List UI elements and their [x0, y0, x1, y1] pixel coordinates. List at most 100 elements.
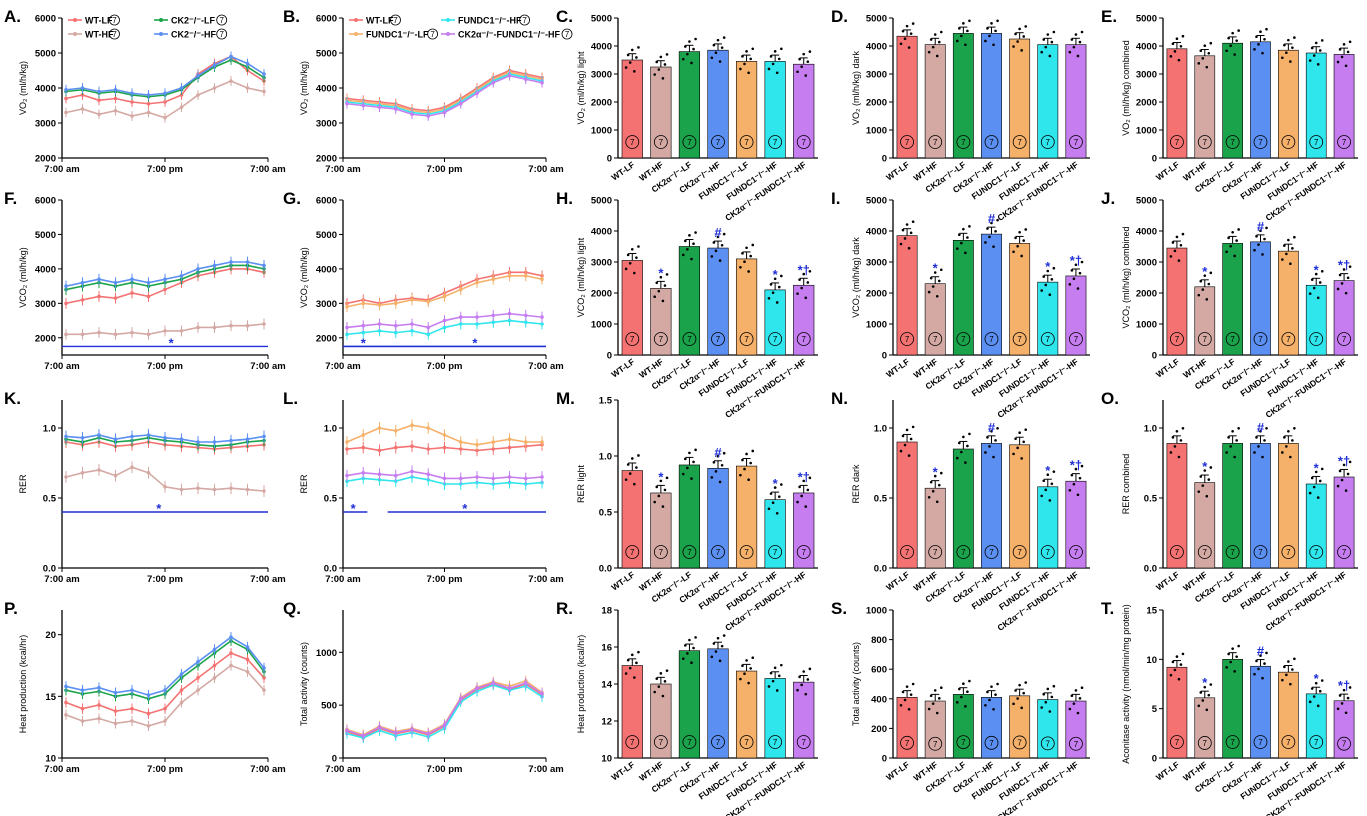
panel-label: M. — [556, 389, 575, 408]
data-point — [97, 89, 101, 94]
n-label: 7 — [905, 739, 910, 748]
n-label: 7 — [687, 738, 692, 747]
y-axis-label: VCO₂ (ml/h/kg) dark — [851, 237, 861, 318]
legend-marker — [159, 32, 163, 36]
scatter-point — [1044, 700, 1048, 704]
scatter-point — [937, 483, 941, 487]
data-point — [410, 444, 414, 449]
n-label: 7 — [1286, 548, 1291, 557]
data-point — [345, 304, 349, 309]
scatter-point — [739, 265, 742, 269]
scatter-point — [899, 704, 903, 707]
n-label: 7 — [1017, 335, 1022, 344]
n-circle — [682, 332, 697, 346]
scatter-point — [1080, 464, 1084, 468]
scatter-point — [657, 494, 661, 498]
y-axis-label: VO₂ (ml/h/kg) — [299, 61, 309, 115]
scatter-point — [796, 688, 799, 692]
panel-label: E. — [1101, 7, 1117, 26]
n-label: 7 — [1286, 335, 1291, 344]
n-label: 7 — [1314, 738, 1319, 747]
data-point — [491, 80, 496, 85]
y-tick-label: 0.0 — [599, 564, 612, 575]
data-point — [475, 686, 479, 691]
y-tick-label: 5000 — [1136, 14, 1157, 25]
data-point — [130, 434, 134, 439]
legend-label: FUNDC1⁻/⁻-HF — [458, 16, 522, 26]
data-point — [491, 440, 496, 444]
data-point — [113, 709, 118, 713]
scatter-point — [960, 450, 963, 454]
data-point — [393, 301, 398, 306]
scatter-point — [741, 252, 744, 255]
n-circle — [796, 545, 811, 559]
panel-A: A. 2000 3000 4000 5000 6000 VO₂ (ml/h/kg) 7:00 … — [4, 7, 286, 175]
n-circle — [625, 545, 640, 559]
scatter-point — [1338, 694, 1342, 697]
scatter-point — [931, 702, 935, 705]
y-tick-label: 5000 — [35, 230, 56, 241]
scatter-point — [1012, 250, 1015, 254]
scatter-point — [909, 437, 913, 441]
n-circle — [109, 14, 120, 26]
legend-label: WT-LF — [366, 16, 394, 26]
data-point — [196, 688, 200, 692]
scatter-point — [1263, 37, 1266, 41]
scatter-point — [747, 478, 750, 481]
scatter-point — [905, 685, 909, 688]
scatter-point — [1265, 27, 1268, 31]
y-tick-label: 10 — [45, 754, 56, 765]
scatter-point — [1199, 279, 1203, 283]
n-label: 7 — [1046, 335, 1051, 344]
scatter-point — [1072, 45, 1076, 49]
x-tick-label: 7:00 am — [325, 574, 360, 585]
data-point — [523, 681, 528, 685]
scatter-point — [1312, 695, 1316, 698]
panel-R: R. 10 12 14 16 18 Heat production (kcal/hr) 7 WT… — [556, 599, 818, 816]
scatter-point — [777, 495, 781, 498]
data-point — [377, 329, 382, 333]
y-tick-label: 2000 — [1136, 289, 1157, 300]
data-point — [245, 657, 250, 662]
data-point — [212, 63, 217, 68]
scatter-point — [1237, 228, 1240, 231]
scatter-point — [777, 674, 781, 678]
data-point — [507, 445, 512, 450]
scatter-point — [1235, 39, 1238, 42]
n-circle — [1225, 332, 1240, 346]
category-label: WT-LF — [1154, 569, 1181, 592]
data-point — [196, 486, 200, 491]
scatter-point — [655, 281, 659, 285]
scatter-point — [775, 301, 779, 304]
data-point — [458, 101, 463, 106]
scatter-point — [1177, 259, 1181, 262]
data-point — [507, 318, 512, 323]
y-tick-label: 4000 — [35, 264, 56, 275]
data-point — [361, 445, 366, 450]
scatter-point — [1014, 689, 1017, 692]
data-point — [64, 475, 68, 479]
scatter-point — [1342, 268, 1346, 271]
y-tick-label: 0 — [332, 754, 337, 765]
scatter-point — [1074, 467, 1078, 471]
x-tick-label: 7:00 am — [528, 361, 563, 372]
y-tick-label: 3000 — [316, 299, 337, 310]
scatter-point — [694, 37, 697, 41]
n-circle — [796, 332, 811, 346]
scatter-point — [1205, 708, 1209, 712]
scatter-point — [722, 36, 726, 39]
n-circle — [739, 545, 754, 559]
data-point — [523, 476, 528, 481]
y-axis-label: VCO₂ (ml/h/kg) — [299, 247, 309, 308]
data-point — [540, 322, 544, 326]
y-tick-label: 1.5 — [599, 396, 613, 407]
scatter-point — [927, 707, 931, 711]
scatter-point — [1233, 455, 1236, 459]
n-circle — [928, 135, 943, 149]
scatter-point — [1078, 697, 1082, 700]
n-circle — [625, 135, 640, 149]
scatter-point — [1012, 702, 1015, 706]
n-label: 7 — [630, 548, 635, 557]
